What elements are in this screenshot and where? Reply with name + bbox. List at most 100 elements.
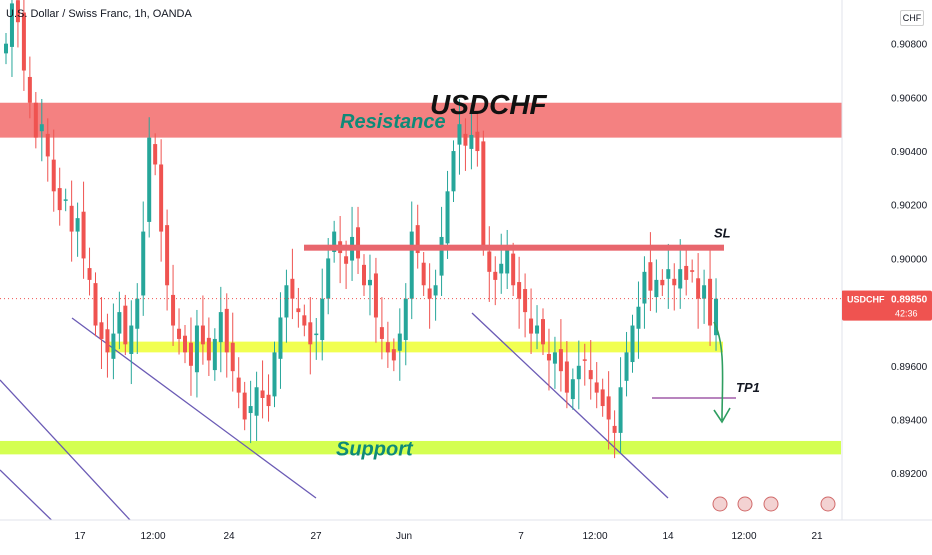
candle bbox=[367, 254, 372, 316]
candle bbox=[618, 357, 623, 454]
candle bbox=[529, 288, 534, 354]
candle bbox=[642, 256, 647, 329]
trendline-1[interactable] bbox=[0, 379, 131, 521]
candle bbox=[439, 206, 444, 296]
candle bbox=[165, 209, 170, 311]
candle bbox=[272, 341, 277, 408]
candle bbox=[63, 188, 68, 212]
candle bbox=[558, 319, 563, 392]
zone-resistance[interactable] bbox=[0, 102, 842, 138]
y-tick-label: 0.90800 bbox=[891, 40, 928, 51]
zone-band-2[interactable] bbox=[106, 341, 723, 353]
candle bbox=[636, 281, 641, 359]
candle bbox=[183, 324, 187, 364]
zone-support[interactable] bbox=[0, 440, 841, 455]
candle bbox=[600, 378, 605, 417]
x-tick-label: 12:00 bbox=[731, 531, 756, 542]
candle bbox=[660, 269, 665, 296]
candle bbox=[546, 328, 551, 391]
y-tick-label: 0.90600 bbox=[891, 93, 928, 104]
candle bbox=[517, 256, 522, 329]
candle bbox=[224, 293, 229, 378]
price-axis[interactable] bbox=[842, 0, 932, 550]
y-tick-label: 0.90400 bbox=[891, 147, 928, 158]
candle bbox=[433, 269, 438, 321]
y-tick-label: 0.89400 bbox=[891, 415, 928, 426]
candle bbox=[308, 297, 313, 375]
stop-loss-line[interactable] bbox=[304, 244, 724, 251]
candle bbox=[469, 104, 474, 170]
economic-event-icon[interactable] bbox=[712, 496, 728, 512]
candle bbox=[188, 317, 193, 396]
time-axis[interactable] bbox=[0, 520, 842, 550]
candle bbox=[678, 239, 683, 309]
candles-layer bbox=[4, 0, 719, 459]
candle bbox=[463, 118, 468, 171]
candle bbox=[630, 314, 635, 373]
candle bbox=[4, 32, 8, 65]
candle bbox=[278, 292, 283, 389]
candle bbox=[141, 201, 146, 316]
candle bbox=[588, 340, 593, 400]
candle bbox=[606, 371, 611, 450]
candle bbox=[708, 248, 713, 346]
candle bbox=[654, 259, 659, 313]
candle bbox=[493, 256, 498, 306]
x-tick-label: 24 bbox=[223, 531, 235, 542]
candle bbox=[684, 245, 689, 296]
candle bbox=[511, 242, 516, 296]
candle bbox=[260, 360, 265, 419]
levels-layer bbox=[0, 244, 842, 424]
candle bbox=[445, 170, 450, 259]
x-tick-label: 27 bbox=[310, 531, 322, 542]
candle bbox=[570, 368, 575, 410]
trendline-4[interactable] bbox=[471, 312, 669, 499]
candle bbox=[254, 371, 259, 441]
candle bbox=[135, 283, 140, 354]
candle bbox=[648, 232, 653, 312]
candle bbox=[87, 247, 92, 296]
symbol-description: U.S. Dollar / Swiss Franc, 1h, OANDA bbox=[6, 8, 192, 20]
zone-label-support: Support bbox=[336, 439, 414, 461]
annotations-layer: SL TP1 Resistance Support USDCHF bbox=[336, 89, 760, 461]
candle bbox=[230, 312, 235, 392]
projection-arrow bbox=[713, 321, 731, 424]
candle bbox=[105, 313, 110, 378]
candle bbox=[266, 374, 271, 422]
economic-event-icon[interactable] bbox=[820, 496, 836, 512]
x-tick-label: 12:00 bbox=[140, 531, 165, 542]
candle bbox=[51, 129, 56, 212]
candle bbox=[248, 380, 253, 444]
x-tick-label: 17 bbox=[74, 531, 86, 542]
candle bbox=[475, 111, 480, 167]
candle bbox=[696, 253, 701, 329]
candle bbox=[194, 309, 199, 398]
candle bbox=[457, 98, 462, 175]
candle bbox=[123, 294, 128, 356]
candle bbox=[171, 264, 176, 346]
x-tick-label: Jun bbox=[396, 531, 412, 542]
candle bbox=[320, 268, 325, 361]
candle bbox=[690, 259, 695, 283]
candle bbox=[218, 286, 223, 373]
candle bbox=[117, 291, 122, 350]
y-tick-label: 0.89200 bbox=[891, 469, 928, 480]
candle bbox=[564, 341, 569, 409]
candle bbox=[242, 381, 247, 431]
candle bbox=[362, 254, 366, 296]
currency-selector[interactable]: CHF bbox=[900, 10, 924, 26]
economic-event-icon[interactable] bbox=[763, 496, 779, 512]
candle bbox=[27, 56, 32, 119]
candle bbox=[576, 340, 581, 410]
candle bbox=[284, 269, 289, 343]
candle bbox=[15, 0, 20, 48]
economic-event-icon[interactable] bbox=[737, 496, 753, 512]
candle bbox=[350, 206, 355, 281]
candle bbox=[535, 305, 540, 350]
candle bbox=[481, 130, 486, 256]
candle bbox=[290, 248, 295, 320]
candle bbox=[314, 318, 319, 360]
